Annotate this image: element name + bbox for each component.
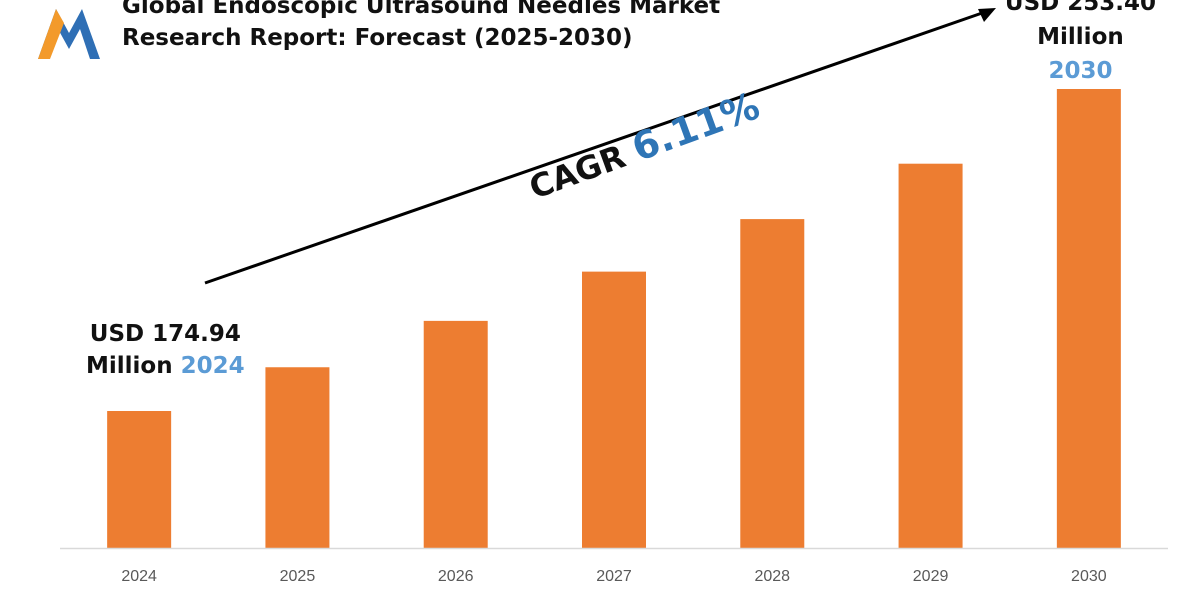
- title-line-2: Research Report: Forecast (2025-2030): [122, 25, 633, 51]
- trend-arrow-head: [978, 8, 996, 22]
- bar-2024: [107, 411, 172, 548]
- bar-2025: [265, 367, 330, 548]
- bar-2026: [423, 320, 488, 548]
- x-tick-label: 2024: [121, 568, 157, 585]
- x-tick-label: 2028: [754, 568, 790, 585]
- x-tick-label: 2029: [913, 568, 949, 585]
- x-tick-label: 2027: [596, 568, 632, 585]
- x-tick-label: 2030: [1071, 568, 1107, 585]
- bar-2027: [582, 271, 646, 548]
- end-year-text: 2030: [1048, 58, 1113, 84]
- end-value-text: USD 253.40: [1004, 0, 1156, 16]
- start-value-annotation: USD 174.94 Million 2024: [86, 318, 245, 382]
- start-unit-text: Million: [86, 353, 173, 379]
- bar-2030: [1056, 89, 1121, 548]
- company-logo: [38, 9, 100, 59]
- trend-arrow-line: [204, 10, 986, 285]
- title-line-1: Global Endoscopic Ultrasound Needles Mar…: [122, 0, 721, 19]
- end-value-annotation: USD 253.40 Million 2030: [1005, 0, 1156, 88]
- x-tick-label: 2026: [438, 568, 474, 585]
- start-year-text: 2024: [180, 353, 245, 379]
- bar-2029: [898, 163, 963, 548]
- bar-2028: [740, 219, 805, 548]
- end-unit-text: Million: [1037, 24, 1124, 50]
- x-tick-label: 2025: [280, 568, 316, 585]
- start-value-text: USD 174.94: [89, 321, 241, 347]
- page-title: Global Endoscopic Ultrasound Needles Mar…: [122, 0, 720, 54]
